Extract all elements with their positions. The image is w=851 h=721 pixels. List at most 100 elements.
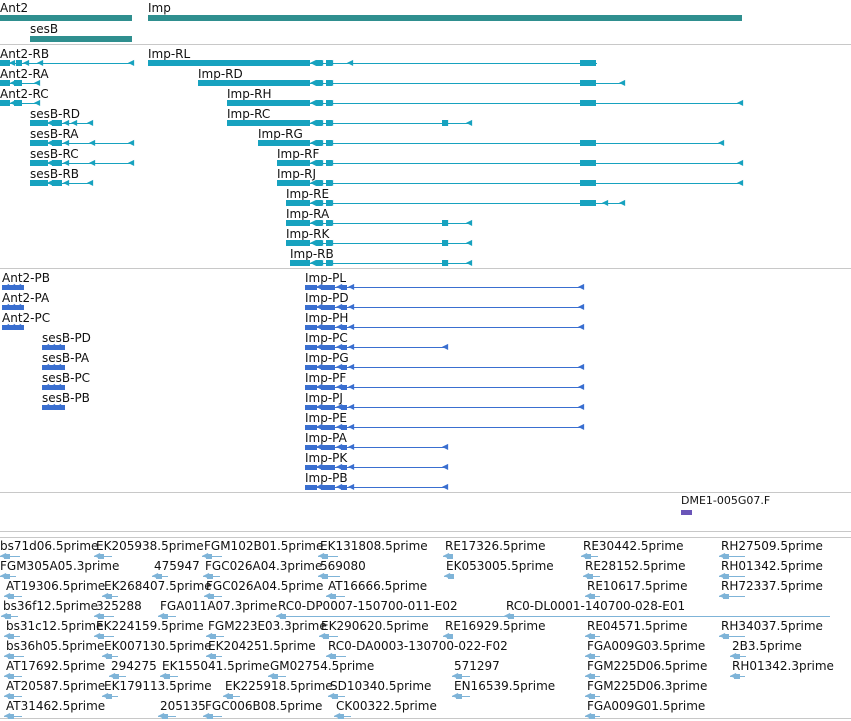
est-glyph[interactable]: ◀ [326, 592, 345, 600]
feature-label[interactable]: EK179113.5prime [104, 679, 212, 693]
gene-glyph[interactable] [30, 36, 132, 42]
feature-label[interactable]: RE17326.5prime [445, 539, 546, 553]
feature-label[interactable]: sesB [30, 22, 59, 36]
cds-glyph[interactable]: ◀ ◀ ◀ ◀ [305, 343, 448, 351]
est-glyph[interactable]: ◀ [203, 712, 222, 720]
transcript-glyph[interactable]: ◀ ◀ ◀ ◀ [277, 179, 743, 187]
est-glyph[interactable]: ◀ [109, 672, 126, 680]
est-glyph[interactable]: ◀ [719, 552, 745, 560]
transcript-glyph[interactable]: ◀ ◀ ◀ ◀ [30, 139, 134, 147]
est-glyph[interactable]: ◀ [102, 592, 118, 600]
transcript-glyph[interactable]: ◀ ◀ ◀ ◀ ◀ [286, 239, 472, 247]
transcript-glyph[interactable]: ◀ ◀ ◀ ◀ ◀ [227, 119, 472, 127]
cds-glyph[interactable]: ◀ ◀ ◀ ◀ [305, 483, 448, 491]
feature-label[interactable]: Imp-PK [305, 451, 348, 465]
feature-label[interactable]: FGM225D06.3prime [587, 679, 708, 693]
est-glyph[interactable]: ◀ [1, 612, 18, 620]
feature-label[interactable]: 205135 [160, 699, 206, 713]
est-glyph[interactable]: ◀ [318, 552, 338, 560]
cds-glyph[interactable]: ◀ ◀ ◀ [42, 383, 65, 391]
feature-label[interactable]: sesB-PB [42, 391, 90, 405]
feature-label[interactable]: Imp-RH [227, 87, 272, 101]
clone-glyph[interactable] [681, 509, 692, 515]
transcript-glyph[interactable]: ◀ ◀ ◀ ◀ ◀ [290, 259, 472, 267]
feature-label[interactable]: RC0-DL0001-140700-028-E01 [506, 599, 686, 613]
cds-glyph[interactable]: ◀ ◀ ◀ ◀ [305, 423, 584, 431]
feature-label[interactable]: FGM102B01.5prime [204, 539, 324, 553]
feature-label[interactable]: Imp-PE [305, 411, 347, 425]
feature-label[interactable]: Imp-RB [290, 247, 334, 261]
est-glyph[interactable]: ◀ [203, 572, 220, 580]
feature-label[interactable]: RH01342.3prime [732, 659, 834, 673]
est-glyph[interactable]: ◀ [204, 592, 222, 600]
feature-label[interactable]: AT17692.5prime [6, 659, 106, 673]
est-glyph[interactable]: ◀ [585, 652, 600, 660]
cds-glyph[interactable]: ◀ ◀ ◀ [2, 283, 24, 291]
est-glyph[interactable]: ◀ [719, 572, 745, 580]
est-glyph[interactable]: ◀ [94, 552, 112, 560]
transcript-glyph[interactable]: ◀ ◀ ◀ ◀ [0, 59, 134, 67]
feature-label[interactable]: Ant2 [0, 1, 29, 15]
feature-label[interactable]: sesB-RB [30, 167, 80, 181]
transcript-glyph[interactable]: ◀ ◀ ◀ ◀ ◀ [286, 219, 472, 227]
est-glyph[interactable]: ◀ [206, 652, 222, 660]
feature-label[interactable]: FGM223E03.3prime [208, 619, 327, 633]
est-glyph[interactable]: ◀ [585, 672, 600, 680]
feature-label[interactable]: Imp-RK [286, 227, 330, 241]
est-glyph[interactable]: ◀ [328, 692, 345, 700]
est-glyph[interactable]: ◀ [206, 632, 224, 640]
transcript-glyph[interactable]: ◀ ◀ ◀ ◀ [198, 79, 625, 87]
est-glyph[interactable]: ◀ [334, 712, 351, 720]
feature-label[interactable]: sesB-PD [42, 331, 91, 345]
feature-label[interactable]: 294275 [111, 659, 157, 673]
est-glyph[interactable]: ◀ [443, 552, 453, 560]
feature-label[interactable]: sesB-RD [30, 107, 81, 121]
est-glyph[interactable]: ◀ [730, 652, 746, 660]
est-glyph[interactable]: ◀ [223, 692, 240, 700]
feature-label[interactable]: Imp-PC [305, 331, 348, 345]
transcript-glyph[interactable]: ◀ ◀ ◀ ◀ [258, 139, 724, 147]
cds-glyph[interactable]: ◀ ◀ ◀ [42, 343, 65, 351]
feature-label[interactable]: RH01342.5prime [721, 559, 823, 573]
feature-label[interactable]: RH72337.5prime [721, 579, 823, 593]
cds-glyph[interactable]: ◀ ◀ ◀ ◀ [305, 383, 584, 391]
gene-glyph[interactable] [148, 15, 742, 21]
feature-label[interactable]: FGC006B08.5prime [205, 699, 323, 713]
est-glyph[interactable]: ◀ [0, 552, 20, 560]
feature-label[interactable]: Imp-PH [305, 311, 349, 325]
feature-label[interactable]: Imp-PF [305, 371, 347, 385]
est-glyph[interactable]: ◀ [719, 632, 745, 640]
feature-label[interactable]: 2B3.5prime [732, 639, 802, 653]
feature-label[interactable]: RH34037.5prime [721, 619, 823, 633]
transcript-glyph[interactable]: ◀ ◀ [0, 79, 40, 87]
cds-glyph[interactable]: ◀ ◀ ◀ ◀ [305, 443, 448, 451]
est-glyph[interactable]: ◀ [319, 632, 338, 640]
feature-label[interactable]: Imp-RG [258, 127, 303, 141]
transcript-glyph[interactable]: ◀ ◀ ◀ ◀ [30, 159, 134, 167]
est-glyph[interactable]: ◀ [583, 572, 600, 580]
feature-label[interactable]: EK053005.5prime [446, 559, 554, 573]
feature-label[interactable]: EK268407.5prime [104, 579, 212, 593]
feature-label[interactable]: Imp-RD [198, 67, 243, 81]
feature-label[interactable]: FGC026A04.3prime [205, 559, 323, 573]
est-glyph[interactable]: ◀ [158, 612, 176, 620]
feature-label[interactable]: RE16929.5prime [445, 619, 546, 633]
feature-label[interactable]: sesB-RC [30, 147, 79, 161]
est-glyph[interactable]: ◀ [4, 632, 20, 640]
est-glyph[interactable]: ◀ [4, 652, 24, 660]
est-glyph[interactable]: ◀ [94, 612, 114, 620]
cds-glyph[interactable]: ◀ ◀ ◀ ◀ [305, 303, 584, 311]
cds-glyph[interactable]: ◀ ◀ ◀ ◀ [305, 463, 448, 471]
feature-label[interactable]: Imp-RC [227, 107, 271, 121]
est-glyph[interactable]: ◀ [585, 692, 600, 700]
feature-label[interactable]: SD10340.5prime [330, 679, 432, 693]
feature-label[interactable]: sesB-PA [42, 351, 90, 365]
cds-glyph[interactable]: ◀ ◀ ◀ [2, 323, 24, 331]
feature-label[interactable]: 475947 [154, 559, 200, 573]
feature-label[interactable]: CK00322.5prime [336, 699, 437, 713]
feature-label[interactable]: AT16666.5prime [328, 579, 428, 593]
feature-label[interactable]: AT19306.5prime [6, 579, 106, 593]
transcript-glyph[interactable]: ◀ ◀ ◀ ◀ [277, 159, 743, 167]
feature-label[interactable]: RC0-DP0007-150700-011-E02 [278, 599, 458, 613]
est-glyph[interactable]: ◀ [452, 692, 470, 700]
